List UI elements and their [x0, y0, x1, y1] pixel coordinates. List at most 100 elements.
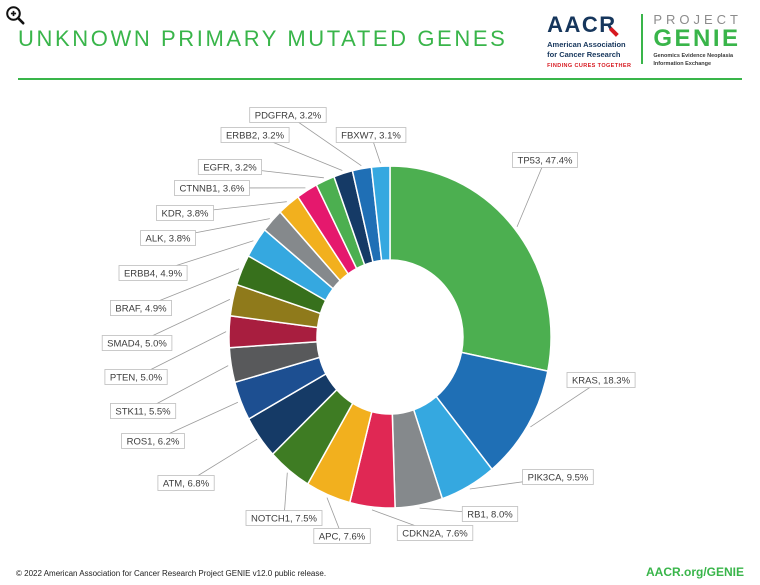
footer-link[interactable]: AACR.org/GENIE: [645, 565, 744, 579]
slice-label-text: STK11, 5.5%: [115, 406, 171, 417]
slice-label-box: [512, 152, 578, 168]
slice-label-atm: ATM, 6.8%: [157, 475, 215, 491]
slice-label-text: RB1, 8.0%: [467, 509, 513, 520]
label-leader-line: [135, 331, 227, 378]
slice-label-ctnnb1: CTNNB1, 3.6%: [174, 180, 250, 196]
slice-label-pten: PTEN, 5.0%: [104, 369, 168, 385]
header: UNKNOWN PRIMARY MUTATED GENES AACR Ameri…: [0, 0, 760, 69]
genie-logo: PROJECT GENIE Genomics Evidence Neoplasi…: [653, 12, 742, 68]
slice-label-box: [249, 107, 327, 123]
slice-label-alk: ALK, 3.8%: [140, 230, 196, 246]
pie-slice-rb1: [391, 408, 444, 509]
aacr-wordmark: AACR: [547, 12, 619, 37]
pie-slice-atm: [247, 372, 338, 456]
slice-label-fbxw7: FBXW7, 3.1%: [335, 127, 407, 143]
slice-label-box: [157, 475, 215, 491]
pie-slice-stk11: [228, 341, 321, 384]
pie-slice-ros1: [233, 356, 327, 421]
slice-label-text: SMAD4, 5.0%: [107, 338, 167, 349]
zoom-in-icon-glyph: [6, 6, 25, 25]
slice-label-text: TP53, 47.4%: [518, 155, 573, 166]
logo-group: AACR American Association for Cancer Res…: [547, 12, 742, 69]
pie-slice-pdgfra: [351, 166, 383, 264]
label-leader-line: [152, 240, 254, 274]
slice-label-text: NOTCH1, 7.5%: [251, 513, 318, 524]
pie-slice-apc: [306, 402, 373, 504]
slice-label-box: [101, 335, 173, 351]
label-leader-line: [184, 201, 287, 214]
slice-label-text: ROS1, 6.2%: [127, 436, 180, 447]
pie-slice-fbxw7: [370, 165, 391, 262]
label-leader-line: [167, 218, 270, 239]
slice-label-text: PTEN, 5.0%: [110, 372, 163, 383]
slice-label-text: CDKN2A, 7.6%: [402, 528, 468, 539]
label-leader-line: [516, 159, 546, 228]
zoom-in-icon[interactable]: [4, 4, 28, 28]
slice-label-ros1: ROS1, 6.2%: [121, 433, 185, 449]
slice-label-box: [110, 300, 173, 316]
slice-label-pdgfra: PDGFRA, 3.2%: [249, 107, 327, 123]
label-leader-line: [371, 509, 436, 534]
label-leader-line: [136, 299, 231, 344]
slice-label-erbb4: ERBB4, 4.9%: [118, 265, 188, 281]
genie-project-label: PROJECT: [653, 12, 742, 27]
pie-slice-alk: [263, 210, 342, 290]
label-leader-line: [254, 134, 343, 171]
slice-label-kras: KRAS, 18.3%: [566, 372, 636, 388]
pie-slice-pik3ca: [412, 395, 494, 500]
slice-label-egfr: EGFR, 3.2%: [197, 159, 263, 175]
label-leader-line: [140, 268, 240, 309]
slice-label-erbb2: ERBB2, 3.2%: [220, 127, 290, 143]
pie-slice-ctnnb1: [296, 183, 358, 275]
pie-slices: [228, 165, 552, 509]
pie-slice-smad4: [229, 283, 322, 329]
footer-copyright: © 2022 American Association for Cancer R…: [16, 569, 327, 578]
aacr-subtitle-line1: American Association: [547, 40, 626, 49]
slice-label-smad4: SMAD4, 5.0%: [101, 335, 173, 351]
label-leader-line: [152, 401, 239, 442]
genie-subtitle-line1: Genomics Evidence Neoplasia: [653, 53, 734, 60]
label-leader-line: [530, 379, 602, 428]
aacr-tagline: FINDING CURES TOGETHER: [547, 62, 632, 69]
slice-label-text: KRAS, 18.3%: [572, 375, 631, 386]
slice-label-cdkn2a: CDKN2A, 7.6%: [396, 525, 474, 541]
pie-slice-tp53: [389, 165, 552, 372]
label-leader-line: [142, 365, 229, 412]
slice-labels: TP53, 47.4% KRAS, 18.3% PIK3CA, 9.5% RB1, 8…: [101, 107, 636, 544]
slice-label-box: [566, 372, 636, 388]
slice-label-text: ALK, 3.8%: [146, 233, 191, 244]
slice-label-text: ERBB4, 4.9%: [124, 268, 183, 279]
slice-label-text: CTNNB1, 3.6%: [180, 183, 245, 194]
slice-label-text: FBXW7, 3.1%: [341, 130, 401, 141]
slice-label-kdr: KDR, 3.8%: [156, 205, 214, 221]
pie-slice-egfr: [315, 175, 366, 270]
slice-label-box: [522, 469, 594, 485]
pie-slice-cdkn2a: [348, 410, 396, 509]
slice-label-stk11: STK11, 5.5%: [110, 403, 177, 419]
slice-label-rb1: RB1, 8.0%: [461, 506, 519, 522]
slice-label-box: [118, 265, 188, 281]
label-leader-line: [469, 476, 559, 490]
slice-label-box: [104, 369, 168, 385]
label-leader-line: [370, 134, 381, 164]
header-rule: [18, 77, 742, 80]
slice-label-text: KDR, 3.8%: [162, 208, 210, 219]
pie-slice-kras: [435, 351, 549, 471]
slice-label-box: [245, 510, 323, 526]
label-leader-line: [229, 166, 324, 179]
slice-label-box: [140, 230, 196, 246]
aacr-logo: AACR American Association for Cancer Res…: [547, 12, 631, 69]
pie-slice-notch1: [271, 388, 354, 486]
slice-label-box: [156, 205, 214, 221]
slice-label-text: ERBB2, 3.2%: [226, 130, 285, 141]
genie-subtitle-line2: Information Exchange: [653, 60, 712, 67]
aacr-wordmark-text: AACR: [547, 12, 617, 37]
slice-label-box: [121, 433, 185, 449]
leader-lines: [135, 114, 602, 537]
slice-label-text: BRAF, 4.9%: [115, 303, 167, 314]
label-leader-line: [326, 497, 343, 537]
genie-subtitle: Genomics Evidence Neoplasia Information …: [653, 53, 742, 68]
slice-label-box: [396, 525, 474, 541]
